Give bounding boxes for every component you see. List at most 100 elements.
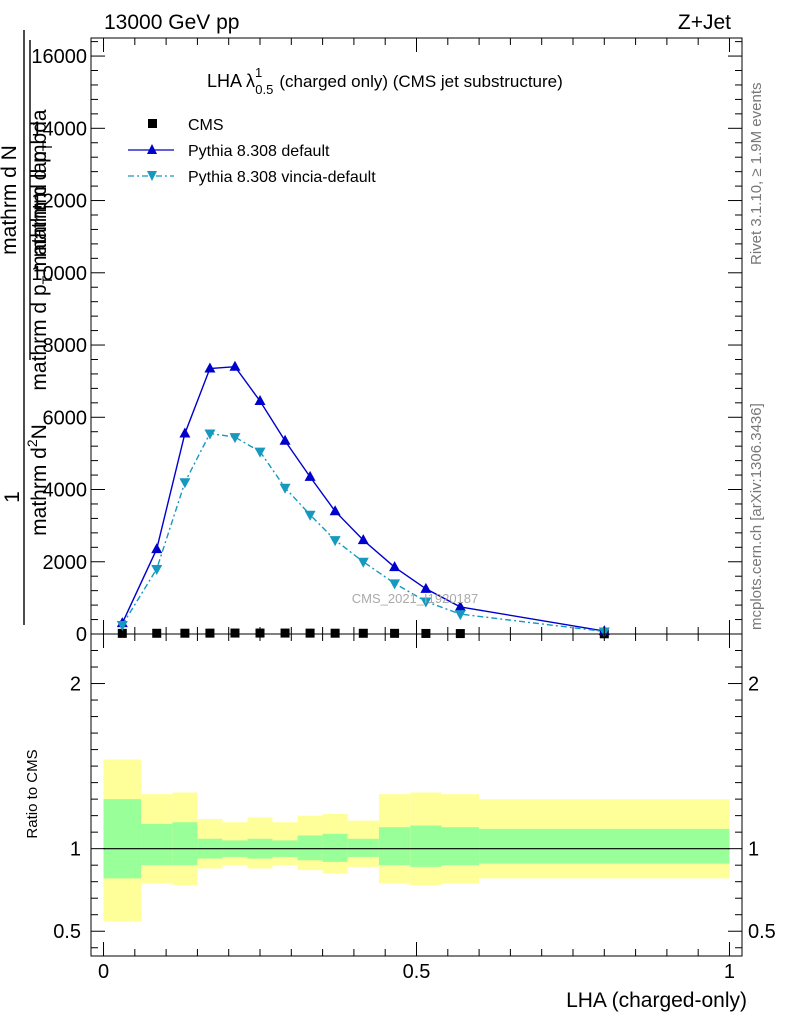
series-line-1 (121, 365, 605, 632)
ylabel-den2-text: mathrm d p (28, 284, 51, 390)
ratio-xtick-label: 1 (724, 961, 735, 983)
cms-point (205, 628, 215, 638)
main-title: LHA λ1 0.5 (charged only) (CMS jet substru… (207, 65, 563, 97)
cms-point (117, 628, 127, 638)
title-rest: (charged only) (CMS jet substructure) (279, 72, 562, 91)
main-ytick-label: 8000 (43, 335, 88, 357)
ratio-band-inner (378, 827, 411, 866)
default-point (304, 470, 316, 481)
cms-point (180, 628, 190, 638)
ratio-band-inner (347, 838, 379, 857)
main-ytick-label: 12000 (31, 191, 87, 213)
default-point (357, 534, 369, 545)
default-point (204, 362, 216, 373)
main-ytick-label: 6000 (43, 407, 88, 429)
title-sub: 0.5 (255, 82, 273, 97)
legend-vincia-label: Pythia 8.308 vincia-default (188, 169, 376, 186)
vincia-point (389, 579, 401, 590)
cms-point (305, 628, 315, 638)
cms-point (358, 628, 368, 638)
main-plot: 0 2000 4000 6000 8000 10000 12000 14000 16000 LH… (31, 37, 743, 646)
header-right: Z+Jet (678, 11, 731, 34)
vincia-point (454, 610, 466, 621)
legend: CMS Pythia 8.308 default Pythia 8.308 vi… (128, 117, 376, 186)
series-line-2 (121, 432, 605, 633)
legend-default-label: Pythia 8.308 default (188, 143, 330, 160)
default-point (329, 505, 341, 516)
ylabel-den: mathrm d pT (28, 142, 55, 257)
vincia-point (151, 564, 163, 575)
ratio-band-inner (410, 825, 442, 867)
ylabel-prefix: 1 (1, 491, 24, 503)
ratio-ytick-label-right: 1 (748, 839, 759, 861)
cms-point (280, 628, 290, 638)
vincia-point (179, 478, 191, 489)
legend-cms-marker (148, 119, 157, 128)
title-lha: LHA λ (207, 71, 255, 91)
ratio-band-inner (297, 835, 323, 861)
main-ytick-label: 14000 (31, 118, 87, 140)
default-point (151, 543, 163, 554)
watermark: CMS_2021_I1920187 (352, 591, 479, 606)
cms-point (330, 628, 340, 638)
ylabel-den2: mathrm d pTmathrm d lambda (28, 109, 55, 390)
ratio-ytick-label: 0.5 (53, 921, 81, 943)
main-ytick-label: 10000 (31, 263, 87, 285)
legend-vincia-marker (147, 171, 157, 181)
ratio-band-inner (479, 828, 730, 864)
ratio-xtick-label: 0.5 (403, 961, 431, 983)
default-point (179, 427, 191, 438)
cms-point (152, 628, 162, 638)
header-left: 13000 GeV pp (104, 11, 239, 34)
main-ylabel: 1 mathrm d N mathrm d pT mathrm d2N math… (0, 30, 55, 625)
xlabel: LHA (charged-only) (566, 989, 747, 1012)
ylabel-num2-sup: 2 (24, 439, 40, 447)
main-ytick-label: 2000 (43, 552, 88, 574)
ratio-band-inner (322, 833, 348, 862)
legend-default-marker (147, 144, 157, 154)
cms-point (390, 628, 400, 638)
default-point (254, 395, 266, 406)
vincia-point (420, 597, 432, 608)
ratio-ytick-label: 2 (70, 674, 81, 696)
default-point (454, 600, 466, 611)
ylabel-num2-rest: N (28, 424, 51, 439)
default-point (389, 561, 401, 572)
ylabel-den-text: mathrm d p (28, 151, 51, 257)
vincia-point (357, 557, 369, 568)
vincia-point (304, 510, 316, 521)
ratio-band-inner (103, 799, 142, 879)
cms-point (421, 628, 431, 638)
legend-cms-label: CMS (188, 117, 224, 134)
ratio-band-inner (172, 822, 198, 866)
ratio-ylabel: Ratio to CMS (24, 749, 41, 838)
vincia-point (116, 620, 128, 631)
rivet-label: Rivet 3.1.10, ≥ 1.9M events (748, 83, 765, 266)
ratio-ytick-label-right: 2 (748, 674, 759, 696)
ratio-ytick-label: 1 (70, 839, 81, 861)
vincia-point (254, 447, 266, 458)
ylabel-den-sub: T (39, 142, 55, 151)
ylabel-num-text: mathrm d N (0, 145, 21, 255)
default-point (420, 582, 432, 593)
main-ytick-label: 0 (76, 624, 87, 646)
ratio-xtick-label: 0 (98, 961, 109, 983)
main-ytick-label: 16000 (31, 46, 87, 68)
ratio-band-inner (441, 827, 480, 866)
vincia-point (204, 429, 216, 440)
vincia-point (329, 536, 341, 547)
ylabel-num2-text: mathrm d (28, 447, 51, 536)
vincia-point (279, 483, 291, 494)
title-sup: 1 (255, 65, 262, 80)
mcplots-label: mcplots.cern.ch [arXiv:1306.3436] (748, 403, 765, 630)
ratio-plot: 0.5 0.5 1 1 2 2 0 0.5 1 (53, 633, 776, 983)
main-ytick-label: 4000 (43, 480, 88, 502)
vincia-point (229, 433, 241, 444)
ylabel-den2-sub: T (39, 275, 55, 284)
default-point (229, 360, 241, 371)
cms-point (230, 628, 240, 638)
default-point (279, 434, 291, 445)
ylabel-den2-rest: mathrm d lambda (28, 109, 51, 273)
ratio-band-inner (141, 823, 173, 866)
